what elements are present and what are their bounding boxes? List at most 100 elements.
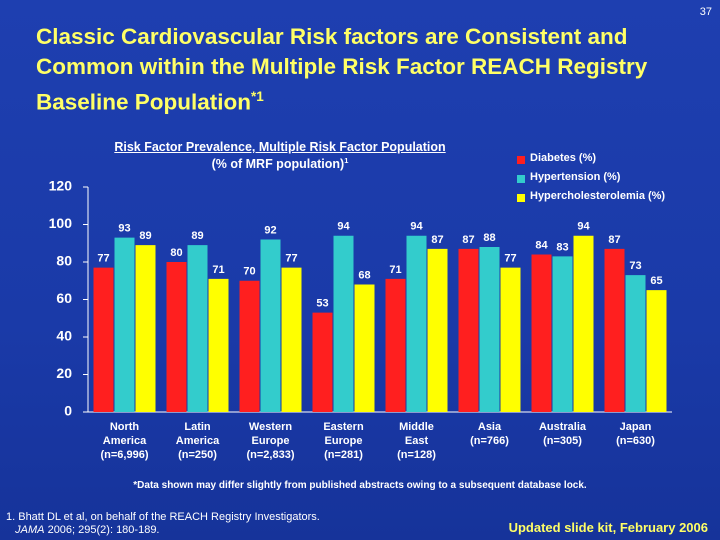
value-label: 71 bbox=[389, 264, 401, 276]
subtitle-note: 1 bbox=[344, 156, 349, 165]
value-label: 70 bbox=[243, 266, 255, 278]
category-label: Western Europe (n=2,833) bbox=[238, 420, 304, 462]
y-tick-label: 100 bbox=[49, 215, 73, 231]
legend-label: Diabetes (%) bbox=[530, 152, 597, 164]
bar bbox=[500, 267, 521, 412]
bar bbox=[385, 278, 406, 412]
value-label: 87 bbox=[608, 234, 620, 246]
bar bbox=[93, 267, 114, 412]
reference: 1. Bhatt DL et al, on behalf of the REAC… bbox=[6, 511, 320, 537]
value-label: 89 bbox=[139, 230, 151, 242]
value-label: 88 bbox=[483, 232, 495, 244]
slide-title: Classic Cardiovascular Risk factors are … bbox=[36, 22, 696, 118]
category-label: North America (n=6,996) bbox=[92, 420, 158, 462]
category-label: Latin America (n=250) bbox=[165, 420, 231, 462]
category-name: Latin America bbox=[175, 421, 220, 447]
value-label: 83 bbox=[556, 241, 568, 253]
value-label: 68 bbox=[358, 269, 370, 281]
legend-label: Hypertension (%) bbox=[530, 171, 621, 183]
category-name: Middle East bbox=[399, 421, 434, 447]
y-tick-label: 60 bbox=[56, 290, 72, 306]
category-note: (n=6,996) bbox=[100, 449, 149, 461]
legend-swatch bbox=[517, 175, 525, 183]
edition: Updated slide kit, February 2006 bbox=[508, 520, 708, 535]
y-tick-label: 120 bbox=[49, 178, 73, 194]
bar bbox=[406, 235, 427, 412]
value-label: 80 bbox=[170, 247, 182, 259]
bar bbox=[458, 248, 479, 412]
y-tick-label: 20 bbox=[56, 365, 72, 381]
y-tick-label: 80 bbox=[56, 253, 72, 269]
category-name: Australia bbox=[538, 421, 587, 433]
bar bbox=[531, 254, 552, 412]
category-label: Japan (n=630) bbox=[603, 420, 669, 448]
legend-swatch bbox=[517, 194, 525, 202]
category-note: (n=305) bbox=[543, 435, 582, 447]
bar bbox=[479, 247, 500, 412]
bar bbox=[625, 275, 646, 412]
value-label: 87 bbox=[462, 234, 474, 246]
value-label: 94 bbox=[337, 221, 350, 233]
category-label: Eastern Europe (n=281) bbox=[311, 420, 377, 462]
category-name: Japan bbox=[619, 421, 652, 433]
bar bbox=[552, 256, 573, 412]
category-label: Asia (n=766) bbox=[457, 420, 523, 448]
value-label: 94 bbox=[577, 221, 590, 233]
bar bbox=[312, 312, 333, 412]
legend-label: Hypercholesterolemia (%) bbox=[530, 190, 666, 202]
category-name: Eastern Europe bbox=[323, 421, 364, 447]
category-note: (n=2,833) bbox=[246, 449, 295, 461]
value-label: 73 bbox=[629, 260, 641, 272]
chart-subtitle: (% of MRF population)1 bbox=[60, 156, 500, 171]
footnote: *Data shown may differ slightly from pub… bbox=[133, 480, 587, 491]
bar bbox=[604, 248, 625, 412]
category-label: Middle East (n=128) bbox=[384, 420, 450, 462]
y-tick-label: 0 bbox=[64, 403, 72, 419]
value-label: 87 bbox=[431, 234, 443, 246]
bar bbox=[208, 278, 229, 412]
bar bbox=[354, 284, 375, 412]
bar bbox=[427, 248, 448, 412]
category-note: (n=250) bbox=[178, 449, 217, 461]
bar bbox=[114, 237, 135, 412]
bar bbox=[573, 235, 594, 412]
bar bbox=[239, 280, 260, 412]
reference-citation: 2006; 295(2): 180-189. bbox=[44, 524, 160, 536]
chart-title: Risk Factor Prevalence, Multiple Risk Fa… bbox=[114, 140, 446, 154]
category-label: Australia (n=305) bbox=[530, 420, 596, 448]
category-note: (n=281) bbox=[324, 449, 363, 461]
bar bbox=[646, 290, 667, 412]
value-label: 77 bbox=[285, 253, 297, 265]
y-tick-label: 40 bbox=[56, 328, 72, 344]
category-name: Asia bbox=[477, 421, 502, 433]
value-label: 77 bbox=[504, 253, 516, 265]
category-note: (n=766) bbox=[470, 435, 509, 447]
value-label: 92 bbox=[264, 224, 276, 236]
bar bbox=[260, 239, 281, 412]
value-label: 94 bbox=[410, 221, 423, 233]
value-label: 77 bbox=[97, 253, 109, 265]
value-label: 89 bbox=[191, 230, 203, 242]
reference-text: 1. Bhatt DL et al, on behalf of the REAC… bbox=[6, 511, 320, 523]
category-name: Western Europe bbox=[248, 421, 293, 447]
bar bbox=[135, 245, 156, 412]
title-note: *1 bbox=[251, 89, 264, 104]
value-label: 71 bbox=[212, 264, 224, 276]
category-note: (n=128) bbox=[397, 449, 436, 461]
value-label: 84 bbox=[535, 239, 548, 251]
slide-number: 37 bbox=[699, 6, 712, 18]
category-note: (n=630) bbox=[616, 435, 655, 447]
subtitle-text: (% of MRF population) bbox=[211, 157, 345, 172]
bar bbox=[187, 245, 208, 412]
category-name: North America bbox=[102, 421, 147, 447]
bar bbox=[281, 267, 302, 412]
value-label: 93 bbox=[118, 223, 130, 235]
title-text: Classic Cardiovascular Risk factors are … bbox=[36, 24, 648, 115]
reference-journal: JAMA bbox=[15, 524, 45, 536]
value-label: 65 bbox=[650, 275, 662, 287]
bar bbox=[166, 262, 187, 412]
value-label: 53 bbox=[316, 298, 328, 310]
bar bbox=[333, 235, 354, 412]
